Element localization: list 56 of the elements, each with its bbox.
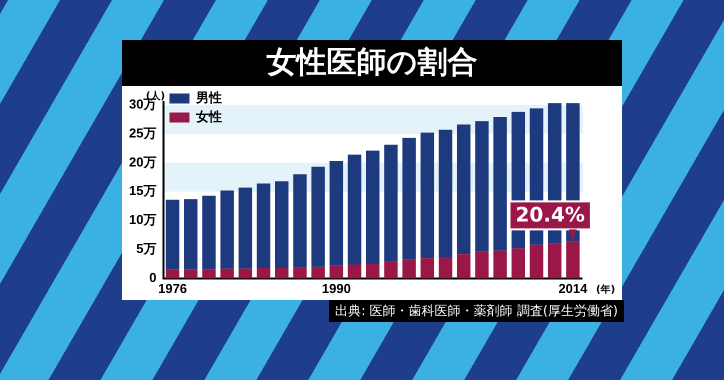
bar <box>256 184 270 268</box>
annotation: 20.4% <box>516 202 585 227</box>
chart-title: 女性医師の割合 <box>122 40 622 86</box>
bar <box>530 244 544 278</box>
bar <box>238 268 252 278</box>
source-note: 出典: 医師・歯科医師・薬剤師 調査(厚生労働省) <box>329 300 624 322</box>
bar <box>166 200 180 270</box>
bar <box>311 166 325 267</box>
bar <box>512 248 526 278</box>
bar <box>456 254 470 278</box>
y-tick-label: 10万 <box>128 212 156 228</box>
x-tick-label: 1976 <box>158 280 188 296</box>
y-tick-label: 15万 <box>128 183 156 198</box>
bar <box>220 190 234 269</box>
bar <box>420 258 434 278</box>
bar <box>184 270 198 278</box>
bar <box>493 117 507 251</box>
bar <box>238 188 252 269</box>
bar <box>202 269 216 278</box>
bar <box>438 130 452 257</box>
bar <box>438 257 452 278</box>
bar <box>275 181 288 268</box>
bar <box>366 150 380 264</box>
bar <box>456 124 470 254</box>
bar <box>475 121 489 252</box>
bar <box>366 264 380 278</box>
bar <box>275 268 288 278</box>
bar <box>311 266 325 278</box>
y-tick-label: 5万 <box>136 241 156 256</box>
x-tick-label: 2014 <box>558 280 588 296</box>
bar <box>384 144 398 262</box>
bar <box>348 264 362 278</box>
bar <box>293 174 307 268</box>
bar <box>256 268 270 278</box>
bar <box>475 252 489 278</box>
bar <box>548 244 562 278</box>
bar <box>330 266 344 278</box>
legend-label: 女性 <box>194 109 222 124</box>
y-tick-label: 20万 <box>128 154 156 170</box>
bar <box>293 267 307 278</box>
legend-label: 男性 <box>194 90 222 106</box>
bar <box>220 268 234 278</box>
bar <box>202 196 216 270</box>
x-axis-title: (年) <box>596 283 616 296</box>
bar <box>384 262 398 278</box>
bar <box>420 132 434 258</box>
bar <box>402 259 416 278</box>
y-tick-label: 25万 <box>128 125 156 140</box>
y-tick-label: 0 <box>149 270 156 285</box>
bar <box>348 154 362 265</box>
bar <box>330 160 344 266</box>
bar <box>402 138 416 260</box>
bar <box>184 199 198 270</box>
bar <box>493 250 507 278</box>
x-tick-label: 1990 <box>322 280 351 296</box>
bar <box>166 270 180 278</box>
